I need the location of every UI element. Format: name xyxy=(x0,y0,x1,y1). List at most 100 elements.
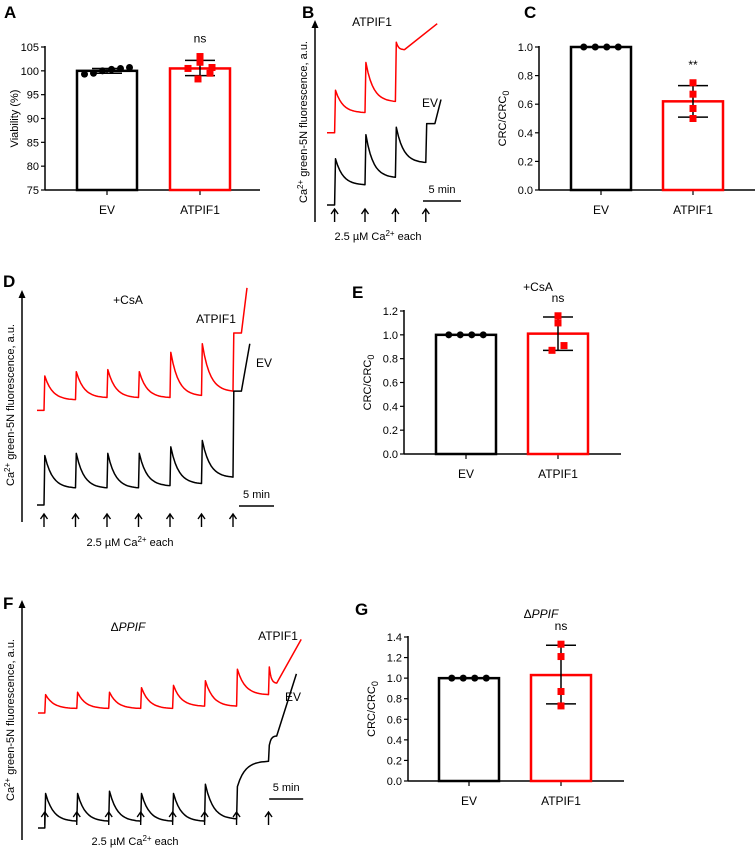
y-axis-label: Ca2+ green-5N fluorescence, a.u. xyxy=(296,41,310,203)
chart-title: ΔPPIF xyxy=(524,607,559,621)
y-tick-label: 105 xyxy=(21,42,39,54)
panel-label: B xyxy=(302,3,314,22)
calcium-addition-arrow-icon xyxy=(360,207,370,222)
significance-annotation: ns xyxy=(194,32,207,46)
chart-title: ΔPPIF xyxy=(111,620,146,634)
data-point-atpif1 xyxy=(184,64,192,72)
x-tick-label: ATPIF1 xyxy=(538,467,578,481)
trace-atpif1 xyxy=(37,287,248,412)
calcium-addition-arrow-icon xyxy=(168,810,177,825)
trace-label-ev: EV xyxy=(256,356,272,370)
calcium-addition-arrow-icon xyxy=(134,512,143,527)
bar-ev xyxy=(75,69,139,192)
y-axis-label-text: CRC/CRC xyxy=(366,686,378,737)
panel-c: C 0.0 0.2 0.4 0.6 0.8 1.0 CRC/CRC0 EV ATPIF1 ** xyxy=(497,3,755,217)
x-tick-label: EV xyxy=(593,203,609,217)
data-point-ev xyxy=(459,674,467,682)
y-axis-label-prefix: Ca xyxy=(5,786,17,801)
data-point-atpif1 xyxy=(196,58,204,66)
y-tick-label: 0.6 xyxy=(383,378,398,390)
y-tick-label: 0.8 xyxy=(383,354,398,366)
y-axis-label-superscript: 2+ xyxy=(3,777,12,786)
y-tick-label: 0.0 xyxy=(383,449,398,461)
y-tick-label: 100 xyxy=(21,66,39,78)
calcium-addition-arrow-icon xyxy=(72,810,81,825)
calcium-addition-arrow-icon xyxy=(197,512,206,527)
y-axis-label-superscript: 2+ xyxy=(3,462,12,471)
y-axis-label-subscript: 0 xyxy=(370,681,380,686)
significance-annotation: ns xyxy=(552,291,565,305)
data-point-atpif1 xyxy=(208,63,216,71)
chart-title-text: +CsA xyxy=(113,293,143,307)
calcium-addition-arrow-icon xyxy=(136,810,145,825)
calcium-addition-arrow-icon xyxy=(40,810,49,825)
y-tick-label: 1.2 xyxy=(387,653,402,665)
x-axis-label-text: 2.5 µM Ca xyxy=(91,836,143,848)
data-point-ev xyxy=(580,43,588,51)
y-tick-label: 0.4 xyxy=(387,735,402,747)
data-point-ev xyxy=(471,674,479,682)
data-point-ev xyxy=(126,63,133,71)
y-tick-label: 95 xyxy=(27,90,39,102)
calcium-addition-arrow-icon xyxy=(104,810,113,825)
y-axis-label-text: CRC/CRC xyxy=(497,96,509,147)
significance-annotation: ** xyxy=(688,58,698,72)
panel-label: G xyxy=(355,600,368,619)
y-tick-label: 0.4 xyxy=(383,401,398,413)
y-tick-label: 0.6 xyxy=(518,99,533,111)
data-point-atpif1 xyxy=(557,653,565,661)
data-point-atpif1 xyxy=(196,53,204,61)
data-point-ev xyxy=(81,70,88,78)
y-axis-label-text: green-5N fluorescence, a.u. xyxy=(298,41,310,180)
y-axis-label-subscript: 0 xyxy=(366,355,376,360)
data-point-ev xyxy=(117,64,124,72)
bar-ev xyxy=(437,676,501,783)
trace-ev xyxy=(327,99,442,206)
y-axis-label-prefix: Ca xyxy=(298,188,310,203)
x-axis-label: 2.5 µM Ca2+ each xyxy=(86,535,173,549)
panel-label: E xyxy=(352,283,363,302)
y-axis-label-subscript: 0 xyxy=(501,91,511,96)
y-tick-label: 1.0 xyxy=(518,42,533,54)
y-tick-label: 0.2 xyxy=(387,755,402,767)
data-point-atpif1 xyxy=(557,702,565,710)
data-point-ev xyxy=(445,331,453,339)
y-tick-label: 0.0 xyxy=(518,185,533,197)
x-axis-label-suffix: each xyxy=(152,836,179,848)
x-tick-label: ATPIF1 xyxy=(180,203,220,217)
y-axis-label: CRC/CRC0 xyxy=(497,91,511,147)
bar-atpif1 xyxy=(526,332,590,456)
y-axis-label: Viability (%) xyxy=(9,90,21,148)
bar-ev xyxy=(434,333,498,456)
y-tick-label: 1.2 xyxy=(383,306,398,318)
y-axis-label-text: Viability (%) xyxy=(9,90,21,148)
x-tick-label: EV xyxy=(461,794,477,808)
x-tick-label: EV xyxy=(458,467,474,481)
y-axis-label-superscript: 2+ xyxy=(296,179,305,188)
data-point-ev xyxy=(479,331,487,339)
x-tick-label: ATPIF1 xyxy=(541,794,581,808)
calcium-addition-arrow-icon xyxy=(165,512,175,527)
y-tick-label: 0.6 xyxy=(387,714,402,726)
time-scale-bar-label: 5 min xyxy=(429,184,456,196)
data-point-atpif1 xyxy=(557,640,565,648)
data-point-atpif1 xyxy=(554,319,562,327)
trace-atpif1 xyxy=(38,639,302,714)
y-tick-label: 0.2 xyxy=(383,425,398,437)
x-tick-label: EV xyxy=(99,203,115,217)
chart-title-text: +CsA xyxy=(523,280,553,294)
bar-atpif1 xyxy=(168,67,232,192)
data-point-ev xyxy=(99,67,106,75)
y-tick-label: 0.2 xyxy=(518,156,533,168)
data-point-ev xyxy=(591,43,599,51)
data-point-ev xyxy=(448,674,456,682)
y-tick-label: 90 xyxy=(27,114,39,126)
data-point-atpif1 xyxy=(689,115,697,122)
y-axis-arrow-icon xyxy=(18,290,26,298)
calcium-addition-arrow-icon xyxy=(200,810,209,825)
chart-title: +CsA xyxy=(113,293,143,307)
